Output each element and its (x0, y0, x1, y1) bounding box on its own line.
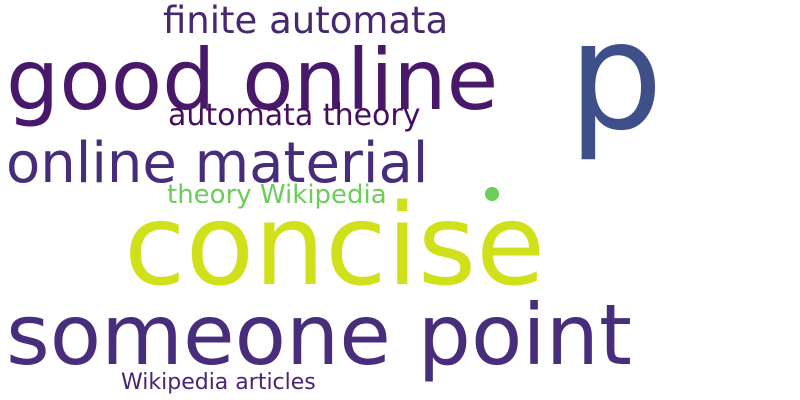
word-online-material: online material (6, 131, 429, 196)
word-concise: concise (124, 181, 546, 311)
word-automata-theory: automata theory (168, 98, 421, 133)
word-theory-wikipedia: theory Wikipedia (167, 180, 387, 210)
word-dot (485, 187, 499, 201)
word-wikipedia-articles: Wikipedia articles (121, 370, 316, 395)
word-p: p (568, 0, 664, 164)
word-finite-automata: finite automata (163, 0, 449, 42)
word-good-online: good online (6, 31, 499, 129)
word-someone-point: someone point (6, 286, 632, 384)
